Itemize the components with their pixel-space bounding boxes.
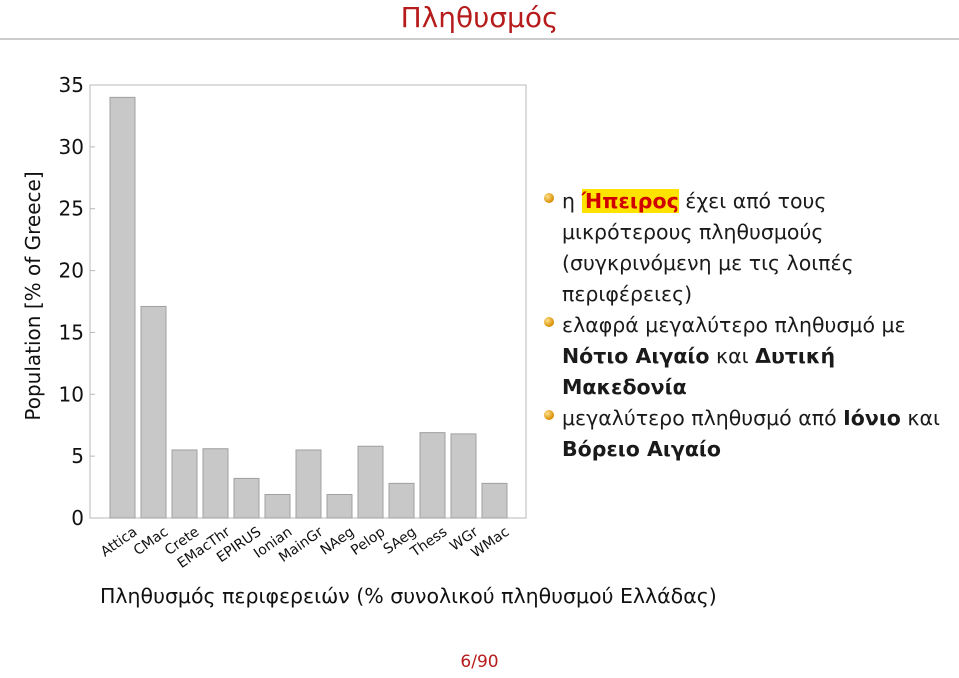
bar-pelop: [357, 445, 384, 519]
orange-ball-bullet-icon: [544, 410, 554, 420]
bar-wgr: [450, 433, 477, 519]
y-tick-label: 15: [59, 320, 84, 344]
bullet-text: έχει από τους μικρότερους πληθυσμούς (συ…: [562, 189, 854, 306]
y-tick-label: 30: [59, 135, 84, 159]
orange-ball-bullet-icon: [544, 193, 554, 203]
bar-attica: [109, 96, 136, 519]
slide-title: Πληθυσμός: [400, 1, 559, 34]
bullet-text: μεγαλύτερο πληθυσμό από: [562, 406, 844, 430]
title-divider: [0, 38, 959, 40]
x-tick-label: NAeg: [318, 524, 358, 559]
y-tick-label: 25: [59, 197, 84, 221]
bar-naeg: [326, 493, 353, 519]
orange-ball-bullet-icon: [544, 317, 554, 327]
bullet-item-ionian-north-aegean: μεγαλύτερο πληθυσμό από Ιόνιο και Βόρειο…: [542, 403, 942, 465]
bold-region-name: Ιόνιο: [843, 406, 901, 430]
bullet-list: η Ήπειρος έχει από τους μικρότερους πληθ…: [542, 186, 942, 465]
bar-wmac: [481, 482, 508, 519]
bar-epirus: [233, 477, 260, 519]
y-tick-label: 10: [59, 382, 84, 406]
bullet-text: η: [562, 189, 582, 213]
bullet-item-epirus: η Ήπειρος έχει από τους μικρότερους πληθ…: [542, 186, 942, 310]
bar-maingr: [295, 449, 322, 519]
bar-cmac: [140, 305, 167, 519]
highlighted-region-name: Ήπειρος: [581, 189, 679, 213]
y-tick-label: 0: [71, 506, 84, 530]
y-axis-label: Population [% of Greece]: [21, 171, 45, 420]
y-tick-label: 35: [59, 73, 84, 97]
bar-emacthr: [202, 448, 229, 519]
chart-caption: Πληθυσμός περιφερειών (% συνολικού πληθυ…: [100, 584, 717, 608]
population-bar-chart: Population [% of Greece] 0 5 10 15 20 25 30 35 A…: [21, 73, 527, 572]
x-tick-label: Pelop: [348, 524, 388, 559]
x-tick-label: Attica: [98, 524, 140, 560]
bar-saeg: [388, 482, 415, 519]
bar-thess: [419, 432, 446, 519]
bullet-text: και: [709, 344, 756, 368]
bullet-item-south-aegean-west-macedonia: ελαφρά μεγαλύτερο πληθυσμό με Νότιο Αιγα…: [542, 310, 942, 403]
x-tick-label: CMac: [131, 524, 171, 559]
bold-region-name: Βόρειο Αιγαίο: [562, 437, 721, 461]
y-tick-label: 20: [59, 259, 84, 283]
bar-ionian: [264, 493, 291, 519]
bar-crete: [171, 449, 198, 519]
bullet-text: και: [900, 406, 940, 430]
page-number: 6/90: [460, 652, 499, 672]
bold-region-name: Δυτική Μακεδονία: [562, 344, 836, 399]
bold-region-name: Νότιο Αιγαίο: [562, 344, 710, 368]
y-tick-label: 5: [71, 444, 84, 468]
bullet-text: ελαφρά μεγαλύτερο πληθυσμό με: [562, 313, 906, 337]
